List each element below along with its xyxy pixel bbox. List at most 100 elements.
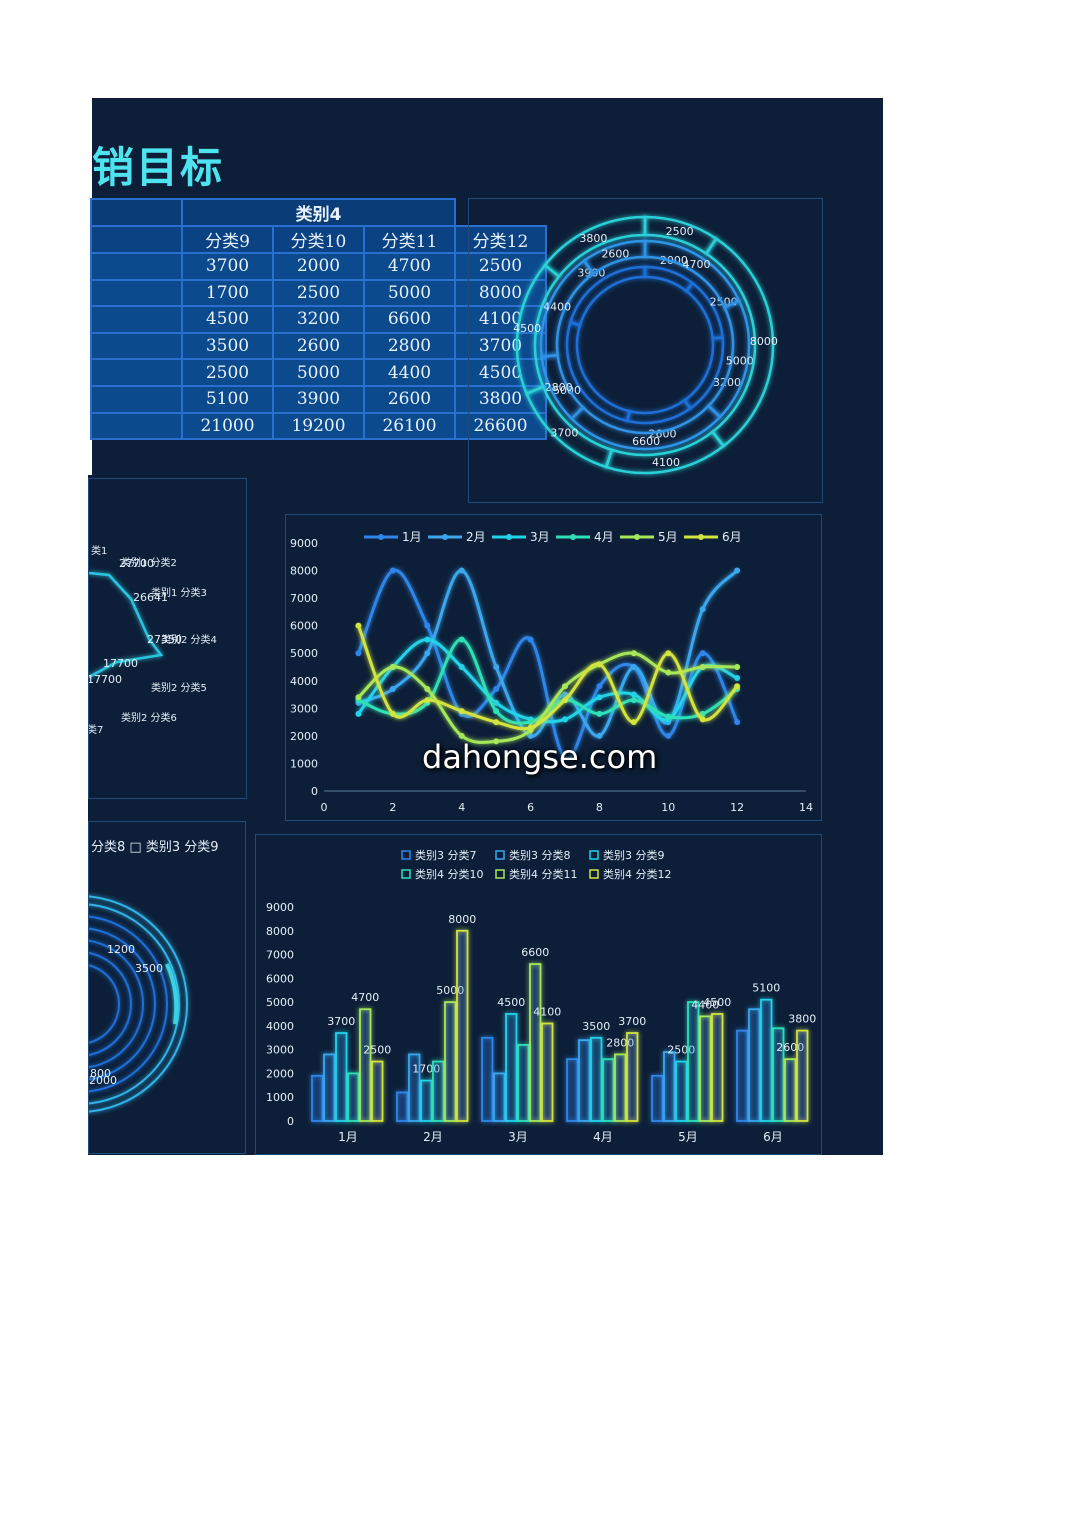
table-cell: 4500 <box>454 358 547 387</box>
line-point <box>596 683 603 690</box>
radar-series-line <box>88 571 164 679</box>
column-header: 分类10 <box>272 225 365 254</box>
column-header: 分类11 <box>363 225 456 254</box>
line-point <box>630 691 637 698</box>
line-point <box>665 713 672 720</box>
dashboard-background-edge <box>88 475 93 1155</box>
line-point <box>630 664 637 670</box>
table-group-header: 类别4 <box>181 198 456 227</box>
line-point <box>699 716 706 723</box>
y-tick-label: 4000 <box>290 675 318 688</box>
line-point <box>562 691 568 698</box>
line-point <box>665 732 672 739</box>
radial-arc <box>78 895 188 1113</box>
y-tick-label: 5000 <box>266 996 294 1009</box>
donut-segment <box>565 320 632 423</box>
donut-value-label: 2600 <box>601 248 629 261</box>
line-point <box>734 683 741 690</box>
bar-value-label: 3700 <box>327 1015 355 1028</box>
line-point <box>527 724 534 731</box>
table-row: 4500 3200 6600 4100 <box>90 305 547 334</box>
bar <box>687 1001 700 1122</box>
line-point <box>458 732 465 739</box>
legend-marker <box>378 534 384 540</box>
y-tick-label: 9000 <box>266 901 294 914</box>
table-row: 21000 19200 26100 26600 <box>90 411 547 441</box>
radial-arc <box>78 915 168 1093</box>
row-header <box>90 331 183 361</box>
y-tick-label: 8000 <box>266 925 294 938</box>
line-point <box>458 708 465 715</box>
y-tick-label: 6000 <box>266 972 294 985</box>
line-point <box>493 699 500 706</box>
radar-chart-panel: 类1 类别1 分类2 类别1 分类3 类别2 分类4 类别2 分类5 类别2 分类6 类7 2… <box>87 478 247 799</box>
table-cell: 2500 <box>272 278 365 308</box>
table-cell: 1700 <box>181 278 274 308</box>
table-cell: 3700 <box>181 252 274 281</box>
legend-label: 4月 <box>594 530 614 544</box>
bar-value-label: 3700 <box>618 1015 646 1028</box>
donut-segment <box>543 215 647 279</box>
legend-box <box>401 869 411 879</box>
bar <box>748 1008 761 1122</box>
x-category-label: 6月 <box>763 1130 783 1144</box>
y-tick-label: 7000 <box>290 592 318 605</box>
table-cell: 3800 <box>454 384 547 414</box>
x-tick-label: 10 <box>661 801 675 814</box>
donut-value-label: 5000 <box>726 355 754 368</box>
bar-value-label: 2500 <box>363 1044 391 1057</box>
line-point <box>596 732 603 739</box>
table-cell: 6600 <box>363 305 456 334</box>
donut-value-label: 3800 <box>579 232 607 245</box>
line-point <box>355 710 362 717</box>
table-body: 3700 2000 4700 2500 1700 2500 5000 8000 4500 3200… <box>90 252 547 441</box>
line-point <box>699 710 706 717</box>
radial-arc <box>78 927 156 1081</box>
line-point <box>596 661 603 668</box>
bar <box>578 1039 591 1122</box>
table-cell: 3900 <box>272 384 365 414</box>
data-table: 类别4 分类9 分类10 分类11 分类12 3700 2000 4700 2500 1700… <box>90 198 547 441</box>
line-point <box>527 719 534 726</box>
column-header: 分类12 <box>454 225 547 254</box>
bar <box>311 1074 324 1122</box>
line-point <box>527 732 534 739</box>
line-chart-panel: 0 1000 2000 3000 4000 5000 6000 7000 8000 9000 0 2 4… <box>285 514 822 821</box>
line-point <box>734 664 741 670</box>
legend-box <box>401 850 411 860</box>
legend-box <box>495 850 505 860</box>
x-tick-label: 12 <box>730 801 744 814</box>
line-point <box>389 686 396 693</box>
legend-label: 类别4 分类12 <box>603 867 672 881</box>
bar-value-label: 4500 <box>497 996 525 1009</box>
line-point <box>424 697 431 704</box>
donut-value-label: 3200 <box>713 376 741 389</box>
row-header <box>90 278 183 308</box>
line-point <box>389 567 396 574</box>
donut-value-label: 3700 <box>550 427 578 440</box>
radar-axis-label: 类别2 分类4 <box>161 633 217 646</box>
donut-value-label: 4100 <box>652 456 680 469</box>
table-row: 2500 5000 4400 4500 <box>90 358 547 387</box>
row-header <box>90 358 183 387</box>
bar-value-label: 3800 <box>788 1013 816 1026</box>
bar <box>420 1079 433 1122</box>
radar-axis-label: 类别1 分类2 <box>121 556 177 569</box>
line-point <box>355 694 362 701</box>
legend-label: 类别3 分类8 <box>509 848 571 862</box>
bar <box>651 1074 664 1122</box>
page-title: 销目标 <box>92 143 225 192</box>
table-cell: 2000 <box>272 252 365 281</box>
table-corner <box>90 198 183 227</box>
table-cell: 2600 <box>272 331 365 361</box>
line-point <box>493 708 500 715</box>
line-series <box>357 568 739 760</box>
donut-chart-panel: 2000 2500 3200 2600 5000 3900 4700 5000 6600 2800… <box>468 198 823 503</box>
legend-label: 1月 <box>402 530 422 544</box>
bar-value-label: 4700 <box>351 991 379 1004</box>
line-point <box>596 710 603 717</box>
line-point <box>562 754 568 761</box>
bar <box>736 1029 749 1122</box>
table-cell: 19200 <box>272 411 365 441</box>
x-category-label: 3月 <box>508 1130 528 1144</box>
